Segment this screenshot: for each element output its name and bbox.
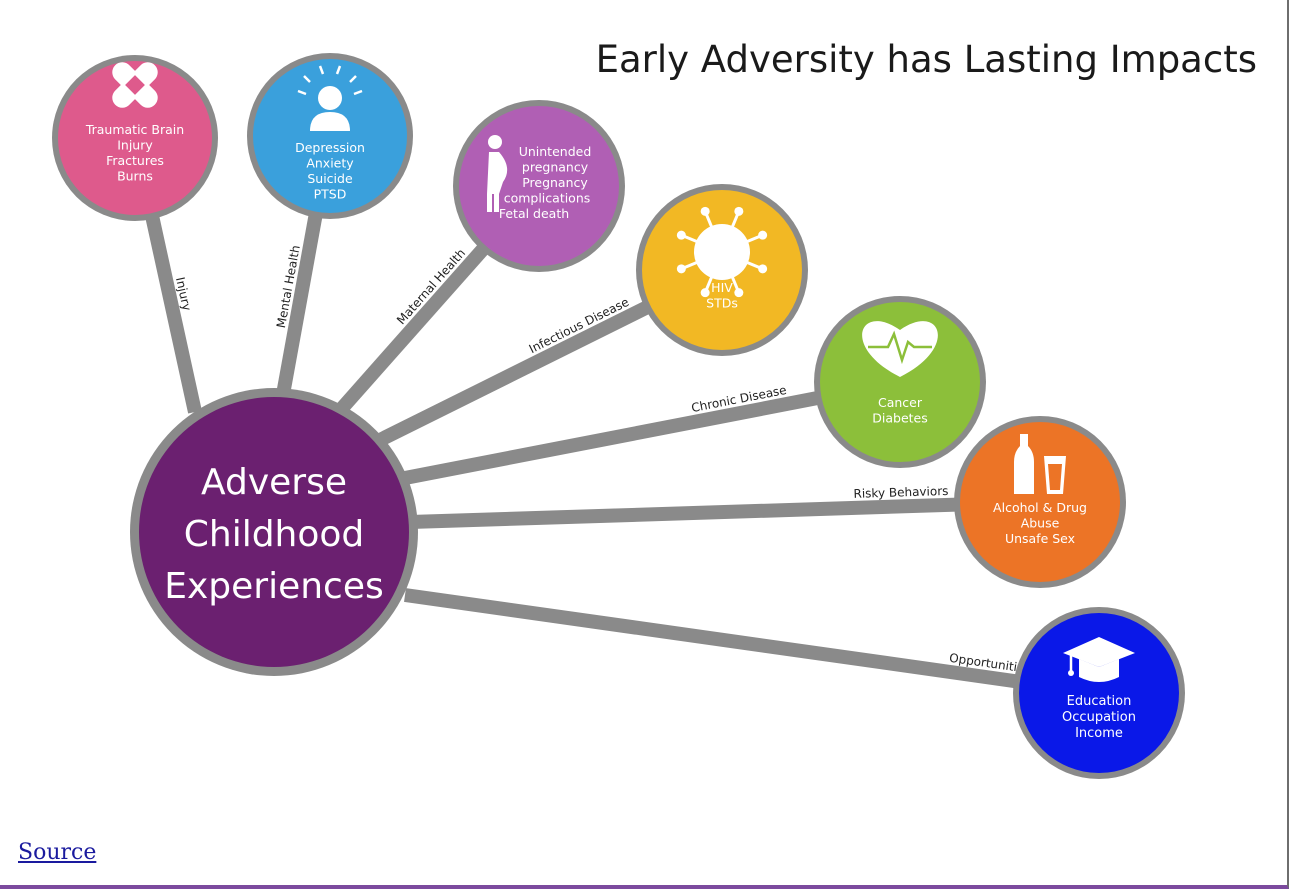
node-text-line: Alcohol & Drug — [993, 500, 1087, 515]
ace-diagram: Early Adversity has Lasting Impacts Inju… — [52, 38, 1257, 779]
node-text-line: Injury — [117, 138, 153, 153]
node-text-line: Unsafe Sex — [1005, 531, 1075, 546]
node-text-line: Burns — [117, 169, 153, 184]
graduation-cap-icon — [1063, 637, 1135, 682]
node-text-line: Unintended — [519, 144, 592, 159]
virus-icon — [676, 206, 768, 298]
node-text-line: HIV — [711, 280, 733, 295]
center-fill — [139, 397, 409, 667]
node-text-line: Fractures — [106, 153, 164, 168]
node-fill — [820, 302, 980, 462]
node-text-line: Traumatic Brain — [85, 122, 184, 137]
node-text-line: Education — [1067, 694, 1132, 709]
node-fill — [253, 59, 407, 213]
node-text-line: Income — [1075, 726, 1123, 741]
node-text-line: Occupation — [1062, 710, 1136, 725]
spoke-risky-behaviors — [409, 495, 1041, 529]
node-text-line: STDs — [706, 296, 738, 311]
node-text-line: Diabetes — [872, 411, 928, 426]
node-fill — [960, 422, 1120, 582]
node-fill — [1019, 613, 1179, 773]
node-maternal-health: UnintendedpregnancyPregnancycomplication… — [453, 100, 625, 272]
node-text-line: Fetal death — [499, 206, 569, 221]
person-icon — [297, 65, 363, 131]
center-text-line: Experiences — [164, 566, 384, 607]
bandage-icon — [112, 62, 158, 108]
node-text-line: Anxiety — [306, 156, 354, 171]
node-text-line: Depression — [295, 140, 365, 155]
center-text-line: Childhood — [184, 514, 365, 555]
node-text-line: complications — [504, 191, 591, 206]
node-text-line: Abuse — [1021, 516, 1060, 531]
node-text-line: PTSD — [314, 187, 347, 202]
node-fill — [58, 61, 212, 215]
center-text-line: Adverse — [201, 462, 347, 503]
center-node: Adverse Childhood Experiences — [130, 388, 418, 676]
node-text-line: Pregnancy — [522, 175, 588, 190]
spoke-label-risky-behaviors: Risky Behaviors — [853, 484, 948, 501]
node-text-line: Cancer — [878, 395, 923, 410]
outcome-nodes: Traumatic BrainInjuryFracturesBurnsDepre… — [52, 53, 1185, 779]
node-text-line: Suicide — [307, 171, 353, 186]
diagram-title: Early Adversity has Lasting Impacts — [596, 38, 1257, 81]
spoke-opportunities — [404, 588, 1100, 700]
source-link[interactable]: Source — [18, 840, 97, 865]
bottle-glass-icon — [1014, 434, 1066, 494]
heart-icon — [862, 321, 938, 377]
pregnant-woman-icon — [487, 135, 508, 212]
node-text-line: pregnancy — [522, 160, 589, 175]
